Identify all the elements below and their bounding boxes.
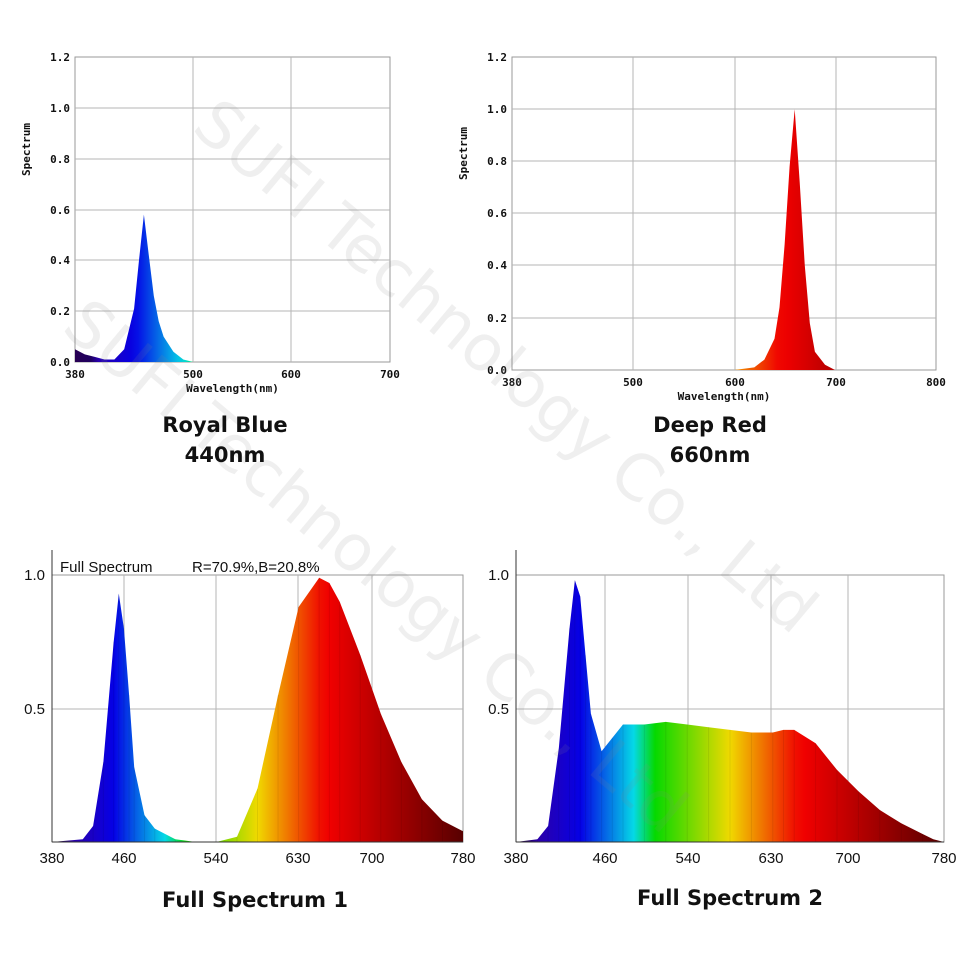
x-tick-label: 500 (623, 376, 643, 389)
chart-annotation: R=70.9%,B=20.8% (192, 559, 320, 576)
y-tick-label: 0.6 (487, 207, 507, 220)
x-tick-label: 460 (111, 850, 136, 867)
y-tick-label: 1.2 (50, 51, 70, 64)
x-tick-label: 700 (826, 376, 846, 389)
spectrum-area (516, 580, 944, 842)
x-tick-label: 780 (450, 850, 475, 867)
x-tick-label: 540 (203, 850, 228, 867)
y-tick-label: 0.8 (50, 153, 70, 166)
y-tick-label: 1.2 (487, 51, 507, 64)
x-tick-label: 460 (592, 850, 617, 867)
y-tick-label: 1.0 (24, 567, 45, 584)
x-tick-label: 600 (725, 376, 745, 389)
x-tick-label: 700 (359, 850, 384, 867)
y-tick-label: 0.8 (487, 155, 507, 168)
x-tick-label: 630 (285, 850, 310, 867)
x-tick-label: 630 (758, 850, 783, 867)
x-tick-label: 380 (503, 850, 528, 867)
y-tick-label: 0.4 (50, 254, 70, 267)
y-tick-label: 0.0 (50, 356, 70, 369)
y-tick-label: 0.2 (50, 305, 70, 318)
spectrum-area (52, 577, 463, 842)
y-tick-label: 1.0 (50, 102, 70, 115)
caption-line1: Full Spectrum 1 (162, 888, 348, 912)
y-tick-label: 0.2 (487, 312, 507, 325)
royal-blue-chart: 380 500 600 700 0.0 0.2 0.4 0.6 0.8 1.0 1.2 Wavelen… (20, 51, 400, 395)
y-tick-label: 1.0 (487, 103, 507, 116)
x-tick-label: 600 (281, 368, 301, 381)
caption-line1: Deep Red (653, 413, 767, 437)
x-axis-label: Wavelength(nm) (186, 382, 279, 395)
x-tick-label: 780 (931, 850, 956, 867)
x-axis-label: Wavelength(nm) (678, 390, 771, 403)
x-tick-label: 380 (502, 376, 522, 389)
caption-line2: 660nm (669, 443, 751, 467)
full-spectrum-2-chart: 380 460 540 630 700 780 0.5 1.0 (488, 550, 957, 867)
x-tick-label: 540 (675, 850, 700, 867)
x-tick-label: 700 (380, 368, 400, 381)
y-tick-label: 0.5 (24, 701, 45, 718)
spectrum-area (75, 214, 194, 362)
x-tick-label: 380 (39, 850, 64, 867)
y-axis-label: Spectrum (457, 127, 470, 180)
x-tick-label: 800 (926, 376, 946, 389)
caption-line1: Full Spectrum 2 (637, 886, 823, 910)
y-tick-label: 1.0 (488, 567, 509, 584)
chart-title: Full Spectrum (60, 559, 153, 576)
caption-full-spectrum-2: Full Spectrum 2 (595, 883, 865, 913)
y-tick-label: 0.6 (50, 204, 70, 217)
x-tick-label: 700 (835, 850, 860, 867)
caption-royal-blue: Royal Blue 440nm (110, 410, 340, 470)
y-tick-label: 0.4 (487, 259, 507, 272)
y-tick-label: 0.0 (487, 364, 507, 377)
caption-full-spectrum-1: Full Spectrum 1 (120, 885, 390, 915)
caption-line2: 440nm (184, 443, 266, 467)
y-axis-label: Spectrum (20, 123, 33, 176)
caption-line1: Royal Blue (162, 413, 288, 437)
y-tick-label: 0.5 (488, 701, 509, 718)
deep-red-chart: 380 500 600 700 800 0.0 0.2 0.4 0.6 0.8 1.0 1.2 Wave… (457, 51, 946, 403)
x-tick-label: 380 (65, 368, 85, 381)
caption-deep-red: Deep Red 660nm (595, 410, 825, 470)
x-tick-label: 500 (183, 368, 203, 381)
full-spectrum-1-chart: 380 460 540 630 700 780 0.5 1.0 Full Spectrum R=7… (24, 550, 476, 867)
